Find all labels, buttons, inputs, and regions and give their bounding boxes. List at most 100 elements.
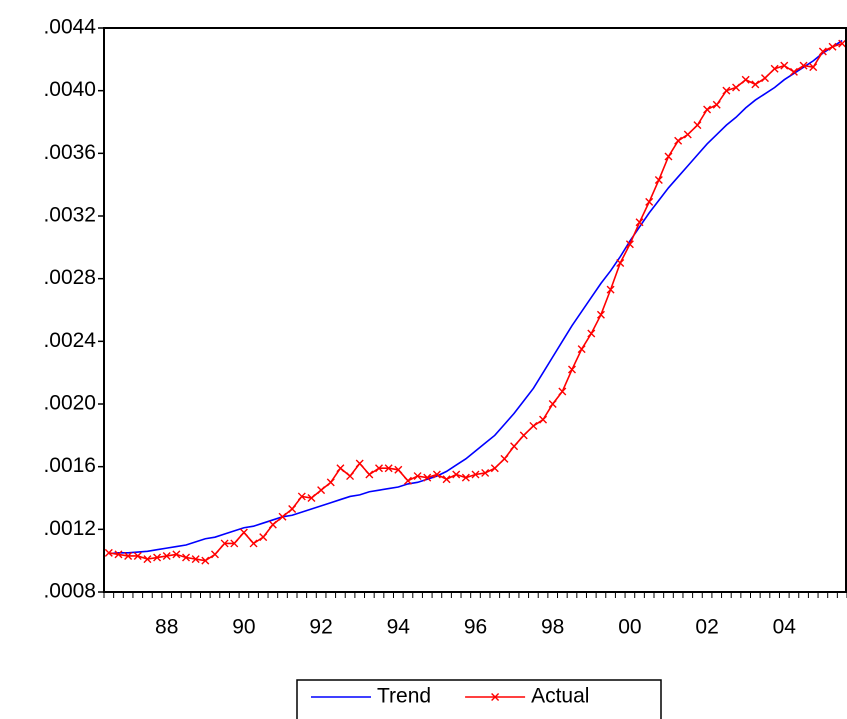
x-tick-label: 02 [695, 616, 718, 639]
marker [423, 473, 432, 482]
marker [799, 61, 808, 70]
marker [278, 512, 287, 521]
marker [780, 61, 789, 70]
marker [133, 551, 142, 560]
marker [317, 486, 326, 495]
marker [703, 105, 712, 114]
marker [722, 86, 731, 95]
marker [471, 470, 480, 479]
marker [394, 465, 403, 474]
marker [210, 550, 219, 559]
marker [182, 553, 191, 562]
marker [732, 83, 741, 92]
x-tick-label: 98 [541, 616, 564, 639]
marker [355, 459, 364, 468]
marker [818, 47, 827, 56]
marker [751, 80, 760, 89]
marker [558, 387, 567, 396]
marker [693, 121, 702, 130]
marker [548, 400, 557, 408]
marker [664, 152, 673, 161]
marker [510, 442, 519, 451]
legend-label: Trend [377, 685, 431, 708]
legend-marker [491, 693, 500, 701]
marker [452, 470, 461, 479]
legend-label: Actual [531, 685, 589, 708]
marker [577, 345, 586, 354]
marker [674, 136, 683, 145]
marker [326, 478, 335, 487]
plot-frame [103, 27, 847, 593]
y-tick-label: .0032 [43, 204, 96, 227]
marker [124, 551, 133, 560]
marker [770, 64, 779, 73]
marker [297, 492, 306, 501]
x-tick-label: 04 [773, 616, 797, 639]
x-tick-label: 90 [232, 616, 255, 639]
legend-box [296, 679, 662, 719]
marker [220, 539, 229, 548]
marker [838, 39, 847, 48]
marker [259, 533, 268, 542]
y-tick-label: .0028 [43, 266, 96, 289]
marker [596, 310, 605, 319]
marker [307, 494, 316, 502]
marker [403, 476, 412, 485]
marker [519, 431, 528, 440]
marker [432, 470, 441, 479]
marker [645, 197, 654, 206]
marker [153, 553, 162, 562]
marker [828, 42, 837, 51]
y-tick-label: .0040 [43, 78, 96, 101]
marker [741, 75, 750, 84]
marker [616, 259, 625, 267]
y-tick-label: .0008 [43, 580, 96, 603]
legend: Trend Actual [296, 679, 662, 719]
marker [268, 520, 277, 529]
marker [490, 464, 499, 473]
marker [529, 421, 538, 430]
x-tick-label: 94 [387, 616, 411, 639]
marker [500, 454, 509, 463]
x-tick-label: 96 [464, 616, 487, 639]
marker [461, 473, 470, 482]
marker [587, 329, 596, 338]
marker [249, 539, 258, 548]
marker [384, 464, 393, 473]
marker [539, 415, 548, 424]
y-tick-label: .0044 [43, 16, 96, 39]
marker [789, 67, 798, 76]
marker [336, 464, 345, 473]
marker [346, 472, 355, 481]
marker [809, 63, 818, 72]
marker [201, 556, 210, 565]
x-tick-label: 92 [309, 616, 332, 639]
y-tick-label: .0024 [43, 329, 96, 352]
x-tick-label: 00 [618, 616, 641, 639]
series-line [108, 39, 843, 555]
marker [606, 285, 615, 294]
y-tick-label: .0012 [43, 517, 96, 540]
marker [230, 539, 239, 548]
y-tick-label: .0016 [43, 454, 96, 477]
marker [654, 175, 663, 184]
marker [375, 464, 384, 473]
marker [481, 468, 490, 477]
marker [191, 555, 200, 564]
marker [760, 74, 769, 83]
y-tick-label: .0020 [43, 392, 96, 415]
marker [635, 218, 644, 227]
marker [239, 528, 248, 537]
marker [683, 130, 692, 139]
marker [288, 504, 297, 513]
marker [143, 555, 152, 564]
y-tick-label: .0036 [43, 141, 96, 164]
marker [114, 550, 123, 559]
marker [365, 470, 374, 479]
marker [104, 548, 113, 557]
marker [162, 551, 171, 560]
marker [625, 240, 634, 249]
marker [567, 365, 576, 374]
marker [712, 100, 721, 109]
